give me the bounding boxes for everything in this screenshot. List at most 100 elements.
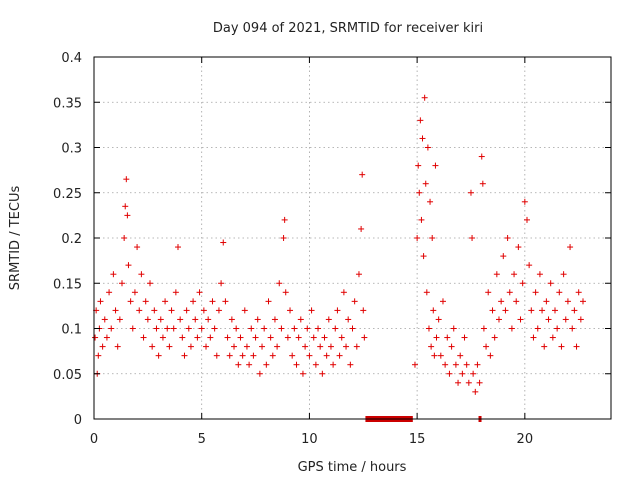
data-point [147, 280, 154, 287]
data-point [515, 244, 522, 251]
data-point [306, 352, 313, 359]
data-point [493, 271, 500, 278]
data-point [554, 325, 561, 332]
data-point [428, 343, 435, 350]
data-point [446, 370, 453, 377]
data-point [448, 343, 455, 350]
data-point [459, 370, 466, 377]
data-point [187, 343, 194, 350]
data-point [330, 361, 337, 368]
data-point [433, 334, 440, 341]
data-point [513, 298, 520, 305]
data-point [545, 316, 552, 323]
data-point [416, 189, 423, 196]
data-point [228, 316, 235, 323]
data-point [218, 280, 225, 287]
data-point [532, 289, 539, 296]
data-point [278, 325, 285, 332]
data-point [327, 343, 334, 350]
data-point [487, 352, 494, 359]
data-point [478, 153, 485, 160]
data-point [287, 307, 294, 314]
data-point [427, 198, 434, 205]
data-point [530, 334, 537, 341]
data-point [420, 253, 427, 260]
data-point [269, 352, 276, 359]
data-point [295, 334, 302, 341]
data-point [573, 343, 580, 350]
data-point [480, 325, 487, 332]
data-point [506, 289, 513, 296]
data-point [203, 343, 210, 350]
data-point [267, 334, 274, 341]
data-point [332, 325, 339, 332]
data-point [274, 343, 281, 350]
data-point [421, 94, 428, 101]
data-point [457, 352, 464, 359]
data-point [360, 307, 367, 314]
data-point [222, 298, 229, 305]
data-point [345, 316, 352, 323]
data-point [215, 307, 222, 314]
data-point [224, 334, 231, 341]
data-point [431, 352, 438, 359]
data-point [474, 361, 481, 368]
data-point [181, 352, 188, 359]
data-point [207, 334, 214, 341]
data-point [200, 307, 207, 314]
x-tick-label: 10 [301, 432, 318, 447]
data-point [319, 370, 326, 377]
data-point [252, 334, 259, 341]
data-point [424, 144, 431, 151]
data-point [259, 343, 266, 350]
data-point [280, 235, 287, 241]
data-point [157, 316, 164, 323]
data-point [351, 298, 358, 305]
data-point [495, 316, 502, 323]
data-point [243, 343, 250, 350]
data-point [502, 307, 509, 314]
data-point [226, 352, 233, 359]
data-point [498, 298, 505, 305]
data-point [450, 325, 457, 332]
data-point [414, 235, 421, 241]
data-point [564, 298, 571, 305]
data-point [465, 379, 472, 386]
data-point [452, 361, 459, 368]
data-point [539, 307, 546, 314]
data-point [116, 316, 123, 323]
data-point [231, 343, 238, 350]
data-point [489, 307, 496, 314]
data-point [549, 334, 556, 341]
data-point [246, 361, 253, 368]
data-point [237, 334, 244, 341]
data-point [558, 343, 565, 350]
data-point [528, 307, 535, 314]
data-point [122, 203, 129, 210]
data-point [239, 352, 246, 359]
data-point [172, 289, 179, 296]
data-point [575, 289, 582, 296]
data-point [121, 235, 128, 241]
x-tick-label: 5 [198, 432, 206, 447]
data-point [491, 334, 498, 341]
data-point [523, 216, 530, 223]
data-point [129, 325, 136, 332]
data-point [92, 334, 99, 341]
y-tick-label: 0.35 [53, 96, 82, 111]
data-point [103, 334, 110, 341]
data-point [476, 379, 483, 386]
y-tick-label: 0.15 [53, 277, 82, 292]
data-point [248, 325, 255, 332]
data-point [149, 343, 156, 350]
data-point [435, 316, 442, 323]
x-tick-label: 15 [409, 432, 426, 447]
y-tick-label: 0.2 [61, 232, 82, 247]
data-point [534, 325, 541, 332]
data-point [308, 307, 315, 314]
data-point [347, 361, 354, 368]
data-point [127, 298, 134, 305]
data-point [106, 289, 113, 296]
data-point [110, 271, 117, 278]
data-point [183, 307, 190, 314]
